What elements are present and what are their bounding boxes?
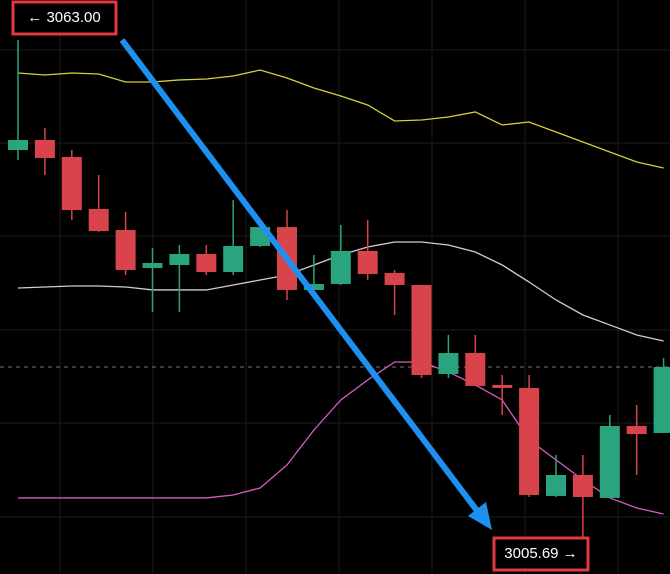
label-box <box>492 536 590 572</box>
candle-body <box>142 262 163 268</box>
candle-body <box>411 284 432 376</box>
band-line <box>18 361 664 515</box>
high-label: ← 3063.00 <box>27 9 100 26</box>
candle-body <box>357 250 378 274</box>
candle-body <box>330 250 351 285</box>
candle-body <box>115 230 136 270</box>
band-line <box>17 69 664 169</box>
candle-body <box>465 353 486 386</box>
candle-body <box>572 475 593 497</box>
candle-body <box>169 254 190 266</box>
label-box <box>11 0 118 36</box>
candle-body <box>492 384 513 388</box>
candle-body <box>626 425 647 434</box>
candle-body <box>88 208 109 231</box>
candle-body <box>8 139 28 151</box>
candle-body <box>34 139 55 159</box>
candle-body <box>519 387 540 495</box>
candle-body <box>599 425 620 498</box>
candle-body <box>223 245 244 272</box>
candle-body <box>438 353 459 374</box>
low-label: 3005.69 → <box>504 545 577 562</box>
candle-body <box>546 475 566 496</box>
candle-body <box>196 254 217 272</box>
candle-body <box>384 272 405 285</box>
candle-body <box>303 284 324 290</box>
trend-arrow <box>119 38 492 530</box>
candle-body <box>61 156 82 211</box>
candle-body <box>653 366 670 433</box>
